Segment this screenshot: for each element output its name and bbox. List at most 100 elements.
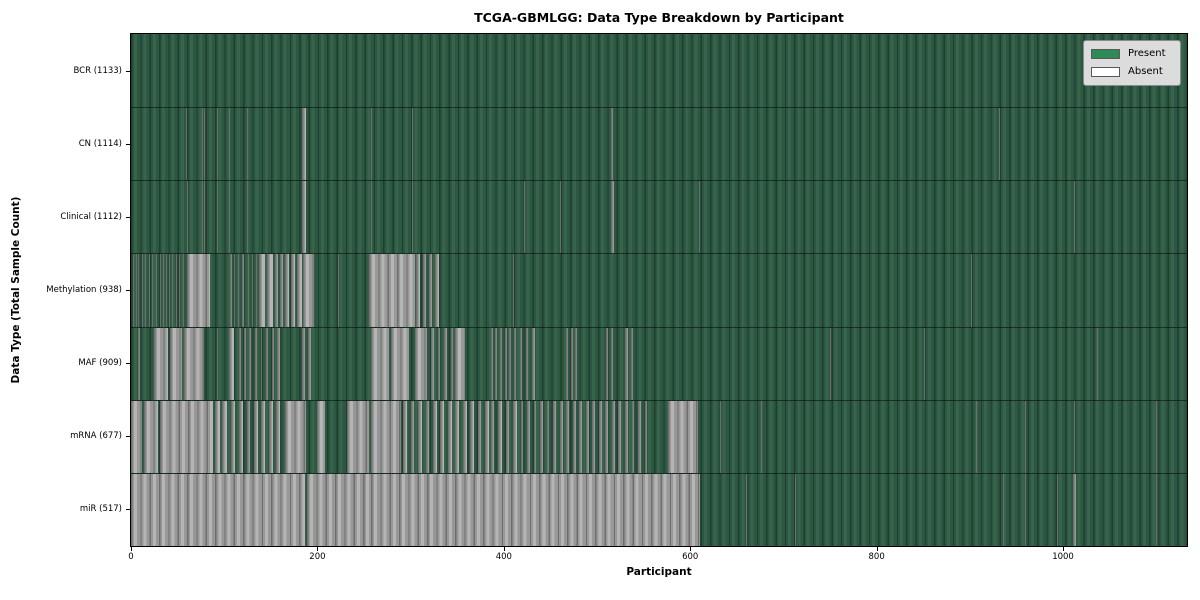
legend: Present Absent [1083, 40, 1181, 86]
absent-segment [444, 327, 447, 400]
absent-segment [434, 254, 439, 327]
absent-segment [230, 400, 236, 473]
absent-segment [214, 400, 220, 473]
absent-segment [490, 400, 495, 473]
absent-segment [1074, 400, 1076, 473]
absent-segment [566, 327, 569, 400]
absent-segment [455, 400, 460, 473]
x-tick-mark [131, 547, 132, 551]
absent-segment [142, 254, 144, 327]
absent-segment [1003, 473, 1005, 546]
absent-segment [1156, 473, 1158, 546]
absent-segment [246, 400, 251, 473]
absent-segment [247, 254, 249, 327]
absent-segment [667, 400, 698, 473]
y-tick-label-maf: MAF (909) [78, 358, 122, 369]
absent-segment [159, 254, 161, 327]
absent-segment [527, 400, 530, 473]
absent-segment [254, 400, 258, 473]
absent-segment [761, 400, 763, 473]
absent-segment [720, 400, 722, 473]
absent-segment [246, 181, 248, 254]
absent-segment [1024, 400, 1026, 473]
absent-segment [370, 108, 372, 181]
y-tick-mark [126, 436, 130, 438]
absent-segment [495, 327, 498, 400]
absent-segment [698, 181, 700, 254]
y-tick-label-methylation: Methylation (938) [46, 285, 122, 295]
absent-segment [1074, 181, 1076, 254]
absent-segment [585, 400, 589, 473]
absent-segment [169, 254, 171, 327]
absent-segment [416, 254, 420, 327]
absent-segment [514, 327, 516, 400]
absent-segment [1073, 473, 1077, 546]
absent-segment [500, 327, 502, 400]
absent-segment [255, 254, 257, 327]
absent-segment [418, 400, 422, 473]
absent-segment [317, 400, 325, 473]
absent-segment [296, 254, 302, 327]
x-tick-label-600: 600 [682, 552, 699, 562]
absent-segment [524, 181, 526, 254]
absent-segment [830, 327, 832, 400]
y-axis-title: Data Type (Total Sample Count) [10, 196, 22, 384]
absent-segment [470, 400, 474, 473]
absent-segment [566, 400, 570, 473]
absent-segment [131, 473, 306, 546]
absent-segment [592, 400, 596, 473]
absent-segment [183, 254, 185, 327]
absent-segment [540, 400, 543, 473]
absent-segment [526, 327, 529, 400]
absent-segment [579, 400, 583, 473]
x-tick-mark [1063, 547, 1065, 551]
absent-segment [455, 327, 465, 400]
absent-segment [440, 400, 445, 473]
absent-segment [241, 254, 244, 327]
absent-segment [498, 400, 502, 473]
absent-segment [976, 400, 978, 473]
absent-segment [274, 254, 279, 327]
plot-area [130, 33, 1188, 547]
absent-segment [144, 400, 159, 473]
absent-segment [234, 254, 236, 327]
absent-segment [606, 327, 609, 400]
absent-segment [644, 400, 648, 473]
absent-segment [159, 400, 214, 473]
absent-segment [513, 254, 515, 327]
legend-item-present: Present [1091, 47, 1172, 61]
present-swatch-icon [1091, 49, 1120, 59]
absent-segment [520, 400, 524, 473]
absent-segment [252, 254, 254, 327]
y-tick-label-mrna: mRNA (677) [70, 431, 122, 442]
absent-segment [132, 254, 134, 327]
y-tick-label-bcr: BCR (1133) [73, 65, 123, 76]
legend-item-absent: Absent [1091, 65, 1172, 79]
absent-segment [519, 327, 522, 400]
absent-segment [531, 327, 535, 400]
heatmap-row-cn [131, 107, 1187, 181]
absent-segment [138, 327, 141, 400]
absent-segment [462, 400, 467, 473]
absent-segment [152, 254, 154, 327]
absent-segment [131, 400, 143, 473]
absent-segment [301, 327, 306, 400]
absent-segment [509, 327, 512, 400]
absent-segment [624, 400, 628, 473]
y-tick-mark [126, 290, 130, 291]
absent-segment [243, 327, 246, 400]
legend-label-present: Present [1128, 48, 1166, 59]
y-tick-label-clinical: Clinical (1112) [60, 211, 122, 222]
y-tick-mark [126, 70, 130, 72]
absent-segment [505, 400, 510, 473]
absent-segment [186, 181, 188, 254]
absent-segment [201, 181, 203, 254]
absent-segment [611, 108, 613, 181]
absent-segment [624, 327, 628, 400]
x-tick-label-0: 0 [128, 552, 134, 562]
absent-segment [447, 400, 452, 473]
absent-segment [347, 400, 369, 473]
absent-segment [201, 108, 203, 181]
heatmap-row-clinical [131, 180, 1187, 254]
